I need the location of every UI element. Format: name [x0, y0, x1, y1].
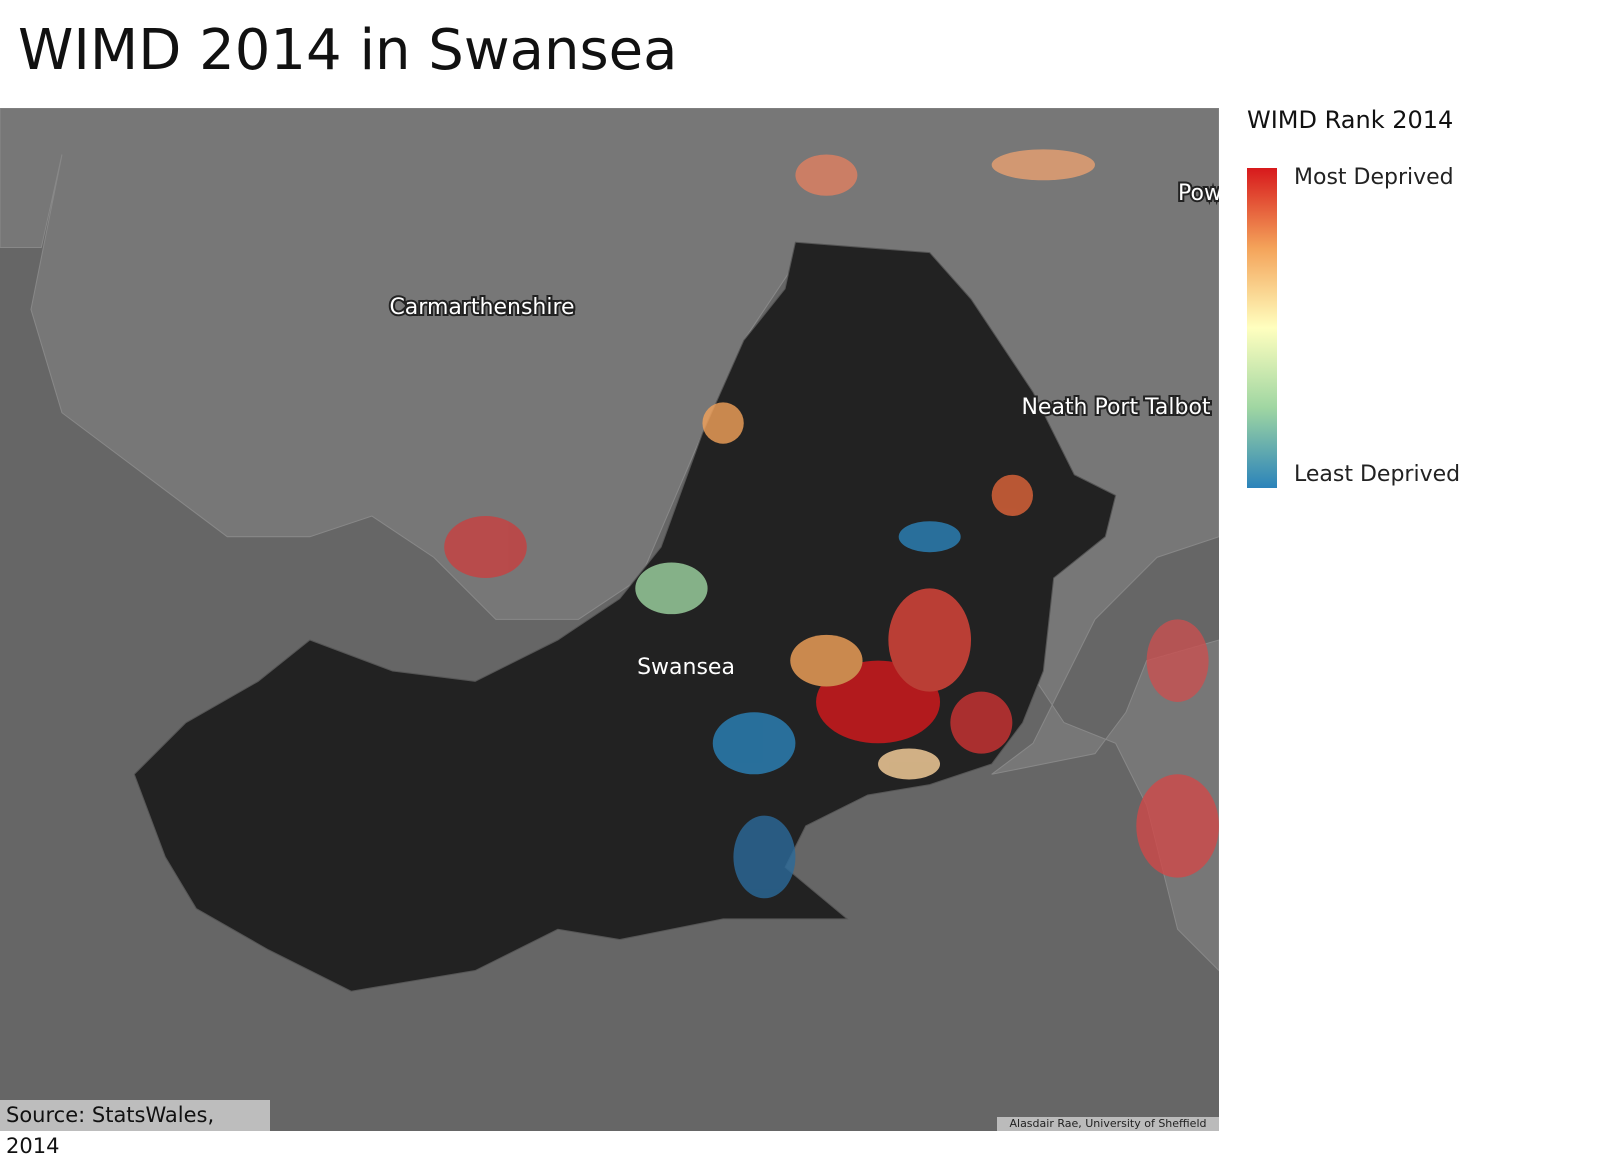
map: Carmarthenshire Neath Port Talbot Swanse…	[0, 108, 1219, 1131]
page: WIMD 2014 in Swansea Carmarthenshire Nea…	[0, 18, 1461, 1158]
credit: Alasdair Rae, University of Sheffield	[997, 1117, 1219, 1131]
title: WIMD 2014 in Swansea	[18, 18, 678, 83]
region-label: Neath Port Talbot	[1021, 395, 1210, 420]
region-label: Pow	[1178, 181, 1219, 206]
map-shapes	[0, 108, 1219, 992]
legend-low: Least Deprived	[1294, 462, 1461, 487]
legend-title: WIMD Rank 2014	[1247, 106, 1454, 134]
source: Source: StatsWales, 2014	[0, 1100, 270, 1158]
swansea-area	[133, 241, 1117, 992]
legend-high: Most Deprived	[1294, 165, 1454, 190]
region-label: Carmarthenshire	[389, 295, 574, 320]
deprivation-areas	[444, 149, 1219, 899]
color-ramp	[1247, 168, 1277, 488]
region-label: Swansea	[637, 655, 735, 680]
